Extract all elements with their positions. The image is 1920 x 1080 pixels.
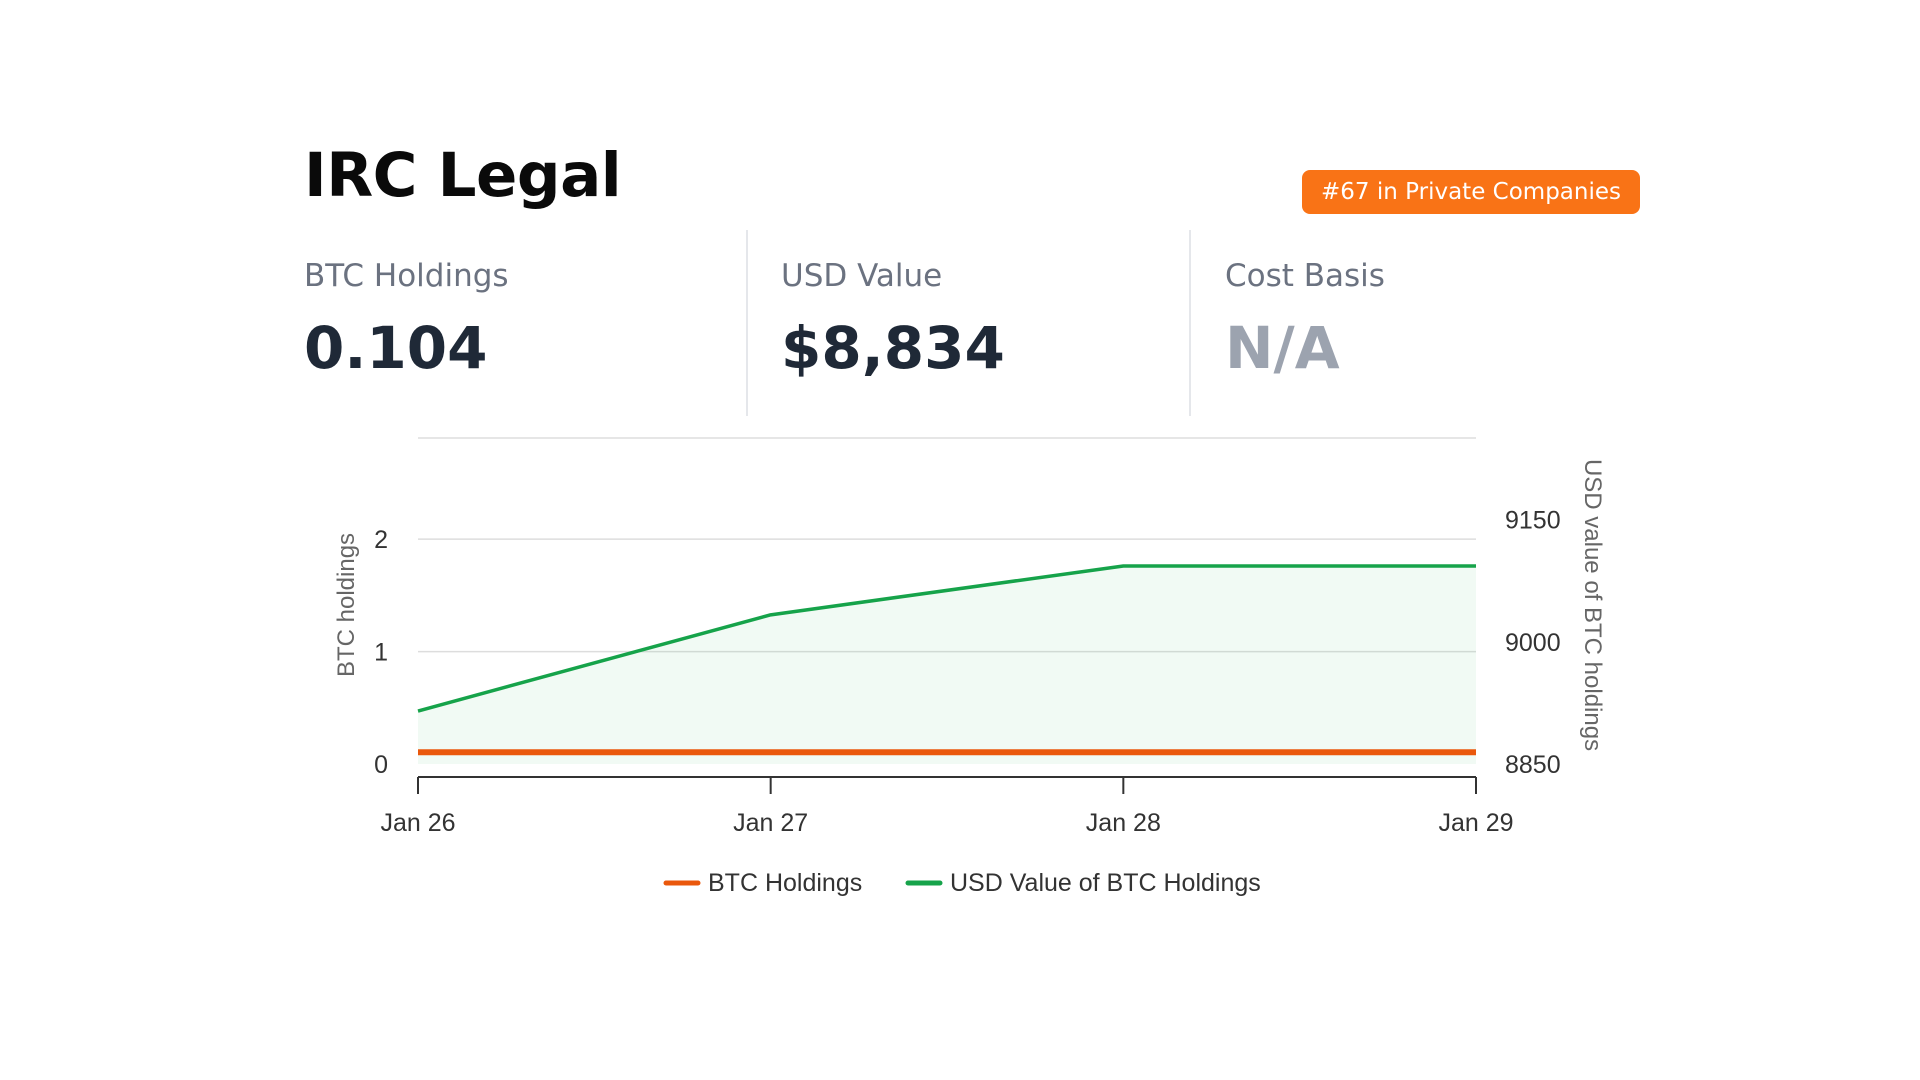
stat-label: Cost Basis xyxy=(1225,258,1385,294)
rank-badge[interactable]: #67 in Private Companies xyxy=(1302,170,1640,214)
stat-value: $8,834 xyxy=(781,314,1005,382)
x-tick-label: Jan 28 xyxy=(1086,809,1161,837)
x-tick-label: Jan 27 xyxy=(733,809,808,837)
usd-series-line xyxy=(417,564,1476,713)
company-name: IRC Legal xyxy=(304,140,622,211)
y-tick-label: 1 xyxy=(374,639,388,667)
stat-usd-value: USD Value $8,834 xyxy=(746,230,1188,416)
y-tick-label: 0 xyxy=(374,751,388,779)
stat-label: USD Value xyxy=(781,258,943,294)
y-axis-title: BTC holdings xyxy=(333,533,360,677)
legend-label-usd: USD Value of BTC Holdings xyxy=(950,869,1261,897)
y2-axis-title: USD value of BTC holdings xyxy=(1579,459,1606,751)
x-tick-label: Jan 26 xyxy=(380,809,455,837)
stat-value: 0.104 xyxy=(304,314,488,382)
stat-cost-basis: Cost Basis N/A xyxy=(1189,230,1640,416)
y-tick-label: 2 xyxy=(374,526,388,554)
y2-tick-label: 8850 xyxy=(1505,751,1561,779)
y2-tick-label: 9150 xyxy=(1505,507,1561,535)
legend-label-btc: BTC Holdings xyxy=(708,869,862,897)
y2-tick-label: 9000 xyxy=(1505,629,1561,657)
usd-series-area xyxy=(418,565,1476,764)
stat-value: N/A xyxy=(1225,314,1340,382)
stat-label: BTC Holdings xyxy=(304,258,509,294)
company-card: IRC Legal #67 in Private Companies BTC H… xyxy=(304,140,1640,940)
stat-btc-holdings: BTC Holdings 0.104 xyxy=(304,230,744,416)
x-tick-label: Jan 29 xyxy=(1438,809,1513,837)
